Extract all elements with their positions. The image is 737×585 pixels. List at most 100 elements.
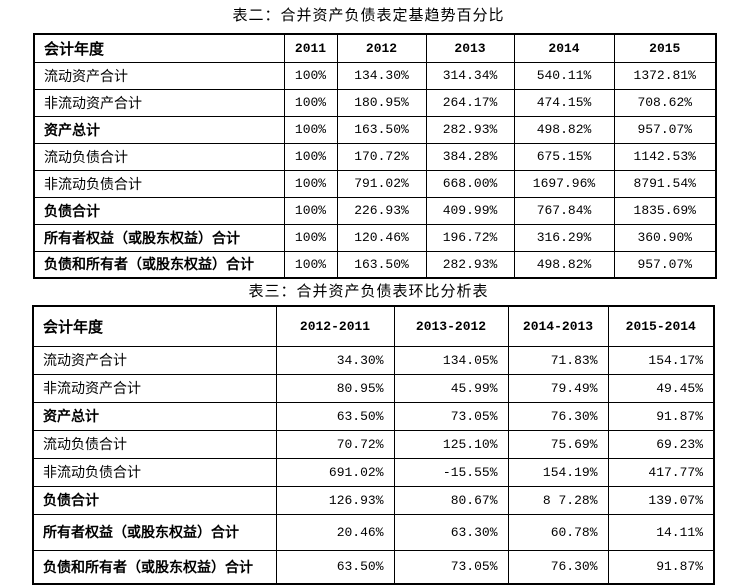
table-row: 负债和所有者（或股东权益）合计 63.50% 73.05% 76.30% 91.87%: [32, 549, 715, 585]
row-label-cell: 流动负债合计: [33, 142, 285, 171]
header-period-cell: 2015: [613, 33, 717, 63]
table-row: 非流动资产合计 100% 180.95% 264.17% 474.15% 708.62%: [33, 88, 717, 117]
value-cell: 498.82%: [513, 250, 615, 279]
value-cell: 8 7.28%: [507, 485, 609, 515]
row-label-cell: 流动负债合计: [32, 429, 277, 459]
value-cell: 957.07%: [613, 115, 717, 144]
value-cell: 316.29%: [513, 223, 615, 252]
table2-title: 表二：合并资产负债表定基趋势百分比: [232, 8, 505, 24]
value-cell: 100%: [283, 169, 338, 198]
row-label-cell: 负债合计: [32, 485, 277, 515]
value-cell: 71.83%: [507, 345, 609, 375]
header-label-cell: 会计年度: [33, 33, 285, 63]
value-cell: 417.77%: [607, 457, 715, 487]
value-cell: 282.93%: [425, 115, 515, 144]
value-cell: 360.90%: [613, 223, 717, 252]
table3-period-over-period-table: 会计年度 2012-2011 2013-2012 2014-2013 2015-2014…: [32, 305, 715, 585]
header-period-cell: 2012-2011: [275, 305, 395, 347]
value-cell: 63.50%: [275, 549, 395, 585]
value-cell: 69.23%: [607, 429, 715, 459]
value-cell: 139.07%: [607, 485, 715, 515]
value-cell: 154.17%: [607, 345, 715, 375]
value-cell: 100%: [283, 196, 338, 225]
value-cell: 8791.54%: [613, 169, 717, 198]
value-cell: 409.99%: [425, 196, 515, 225]
table-header-row: 会计年度 2012-2011 2013-2012 2014-2013 2015-2014: [32, 305, 715, 347]
value-cell: 63.50%: [275, 401, 395, 431]
value-cell: 675.15%: [513, 142, 615, 171]
header-label-cell: 会计年度: [32, 305, 277, 347]
table-row: 资产总计 100% 163.50% 282.93% 498.82% 957.07%: [33, 115, 717, 144]
value-cell: 708.62%: [613, 88, 717, 117]
header-period-cell: 2015-2014: [607, 305, 715, 347]
table2-fixed-base-trend-table: 会计年度 2011 2012 2013 2014 2015 流动资产合计 100% 134.3…: [33, 33, 717, 279]
row-label-cell: 非流动资产合计: [33, 88, 285, 117]
row-label-cell: 所有者权益（或股东权益）合计: [32, 513, 277, 551]
table-row: 流动资产合计 34.30% 134.05% 71.83% 154.17%: [32, 345, 715, 375]
value-cell: 170.72%: [336, 142, 427, 171]
value-cell: 49.45%: [607, 373, 715, 403]
value-cell: 314.34%: [425, 61, 515, 90]
value-cell: 100%: [283, 115, 338, 144]
value-cell: 196.72%: [425, 223, 515, 252]
value-cell: 91.87%: [607, 401, 715, 431]
value-cell: 791.02%: [336, 169, 427, 198]
table-row: 资产总计 63.50% 73.05% 76.30% 91.87%: [32, 401, 715, 431]
value-cell: 668.00%: [425, 169, 515, 198]
table-row: 非流动负债合计 691.02% -15.55% 154.19% 417.77%: [32, 457, 715, 487]
row-label-cell: 负债和所有者（或股东权益）合计: [33, 250, 285, 279]
header-period-cell: 2012: [336, 33, 427, 63]
value-cell: 226.93%: [336, 196, 427, 225]
value-cell: 540.11%: [513, 61, 615, 90]
table-row: 流动负债合计 100% 170.72% 384.28% 675.15% 1142.53%: [33, 142, 717, 171]
row-label-cell: 所有者权益（或股东权益）合计: [33, 223, 285, 252]
table-row: 负债和所有者（或股东权益）合计 100% 163.50% 282.93% 498.82%…: [33, 250, 717, 279]
value-cell: 100%: [283, 250, 338, 279]
value-cell: 264.17%: [425, 88, 515, 117]
table-row: 负债合计 126.93% 80.67% 8 7.28% 139.07%: [32, 485, 715, 515]
row-label-cell: 非流动负债合计: [33, 169, 285, 198]
table-row: 非流动负债合计 100% 791.02% 668.00% 1697.96% 8791.54…: [33, 169, 717, 198]
value-cell: 73.05%: [393, 401, 509, 431]
header-period-cell: 2014: [513, 33, 615, 63]
value-cell: 384.28%: [425, 142, 515, 171]
value-cell: 1835.69%: [613, 196, 717, 225]
value-cell: 474.15%: [513, 88, 615, 117]
row-label-cell: 资产总计: [32, 401, 277, 431]
value-cell: 45.99%: [393, 373, 509, 403]
table-row: 负债合计 100% 226.93% 409.99% 767.84% 1835.69%: [33, 196, 717, 225]
value-cell: 134.05%: [393, 345, 509, 375]
value-cell: 100%: [283, 88, 338, 117]
value-cell: 20.46%: [275, 513, 395, 551]
value-cell: 1142.53%: [613, 142, 717, 171]
value-cell: 70.72%: [275, 429, 395, 459]
table-row: 流动资产合计 100% 134.30% 314.34% 540.11% 1372.81%: [33, 61, 717, 90]
table-row: 非流动资产合计 80.95% 45.99% 79.49% 49.45%: [32, 373, 715, 403]
value-cell: 126.93%: [275, 485, 395, 515]
header-period-cell: 2013-2012: [393, 305, 509, 347]
value-cell: 154.19%: [507, 457, 609, 487]
value-cell: 76.30%: [507, 401, 609, 431]
value-cell: 76.30%: [507, 549, 609, 585]
value-cell: 80.95%: [275, 373, 395, 403]
row-label-cell: 非流动资产合计: [32, 373, 277, 403]
table-row: 所有者权益（或股东权益）合计 100% 120.46% 196.72% 316.29% 3…: [33, 223, 717, 252]
table3-title: 表三：合并资产负债表环比分析表: [248, 284, 489, 300]
value-cell: 498.82%: [513, 115, 615, 144]
value-cell: 125.10%: [393, 429, 509, 459]
row-label-cell: 负债合计: [33, 196, 285, 225]
value-cell: 75.69%: [507, 429, 609, 459]
value-cell: 691.02%: [275, 457, 395, 487]
header-period-cell: 2011: [283, 33, 338, 63]
row-label-cell: 负债和所有者（或股东权益）合计: [32, 549, 277, 585]
row-label-cell: 非流动负债合计: [32, 457, 277, 487]
row-label-cell: 流动资产合计: [33, 61, 285, 90]
row-label-cell: 资产总计: [33, 115, 285, 144]
value-cell: 957.07%: [613, 250, 717, 279]
value-cell: 100%: [283, 223, 338, 252]
value-cell: 73.05%: [393, 549, 509, 585]
header-period-cell: 2013: [425, 33, 515, 63]
value-cell: 63.30%: [393, 513, 509, 551]
value-cell: 60.78%: [507, 513, 609, 551]
